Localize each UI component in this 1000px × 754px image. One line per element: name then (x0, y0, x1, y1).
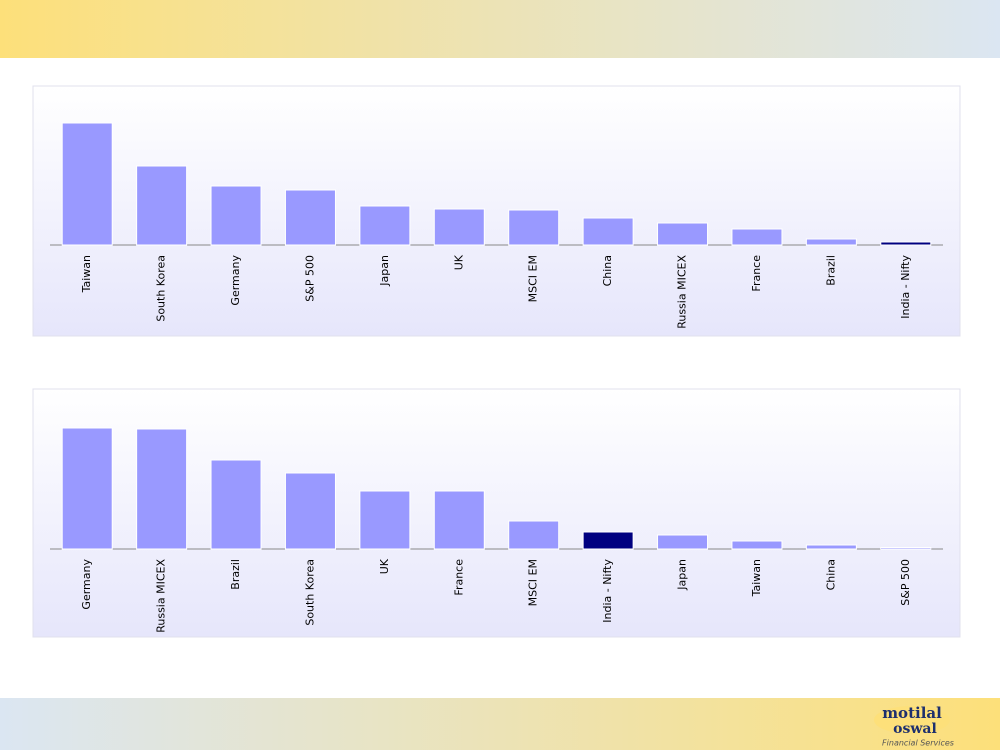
x-tick-label: UK (452, 254, 465, 270)
x-tick-label: France (750, 255, 763, 292)
x-tick-label: UK (378, 558, 391, 574)
x-tick-label: Russia MICEX (676, 255, 689, 329)
x-tick-label: Brazil (824, 255, 837, 286)
bar (880, 547, 932, 550)
bar (508, 209, 560, 246)
logo-text: motilal (882, 704, 942, 722)
x-tick-label: India - Nifty (601, 559, 614, 623)
bar (359, 490, 411, 550)
bar (731, 228, 783, 246)
bar (508, 520, 560, 550)
x-tick-label: Taiwan (750, 559, 763, 597)
logo-text: oswal (893, 721, 937, 737)
x-tick-label: Japan (378, 255, 391, 287)
bar (657, 534, 709, 550)
chart-panel (32, 85, 961, 337)
bar (61, 427, 113, 550)
x-tick-label: India - Nifty (899, 255, 912, 319)
x-tick-label: MSCI EM (527, 559, 540, 606)
x-tick-label: Germany (80, 559, 93, 610)
header-band (0, 0, 1000, 58)
bar (284, 189, 336, 246)
x-tick-label: Russia MICEX (155, 559, 168, 633)
bar (359, 205, 411, 246)
bar (731, 540, 783, 550)
bar (61, 122, 113, 246)
bar (880, 241, 932, 246)
x-tick-label: Japan (676, 559, 689, 591)
x-tick-label: MSCI EM (527, 255, 540, 302)
x-tick-label: S&P 500 (899, 559, 912, 606)
x-tick-label: China (824, 559, 837, 590)
x-tick-label: Germany (229, 255, 242, 306)
bar (136, 428, 188, 550)
logo-shape (874, 706, 950, 734)
bar (210, 459, 262, 550)
x-tick-label: Taiwan (80, 255, 93, 293)
bar (582, 217, 634, 246)
x-tick-label: South Korea (303, 559, 316, 626)
chart-panel (32, 388, 961, 638)
bar (582, 531, 634, 550)
x-tick-label: France (452, 559, 465, 596)
x-tick-label: Brazil (229, 559, 242, 590)
x-tick-label: S&P 500 (303, 255, 316, 302)
x-tick-label: South Korea (155, 255, 168, 322)
bar (136, 165, 188, 246)
logo: motilal oswal Financial Services (874, 704, 954, 748)
bar (805, 544, 857, 550)
footer-band (0, 698, 1000, 750)
bar (657, 222, 709, 246)
logo-tagline: Financial Services (882, 739, 954, 748)
bar (284, 472, 336, 550)
bar (433, 208, 485, 246)
bar (210, 185, 262, 246)
bar (805, 238, 857, 246)
x-tick-label: China (601, 255, 614, 286)
bar (433, 490, 485, 550)
